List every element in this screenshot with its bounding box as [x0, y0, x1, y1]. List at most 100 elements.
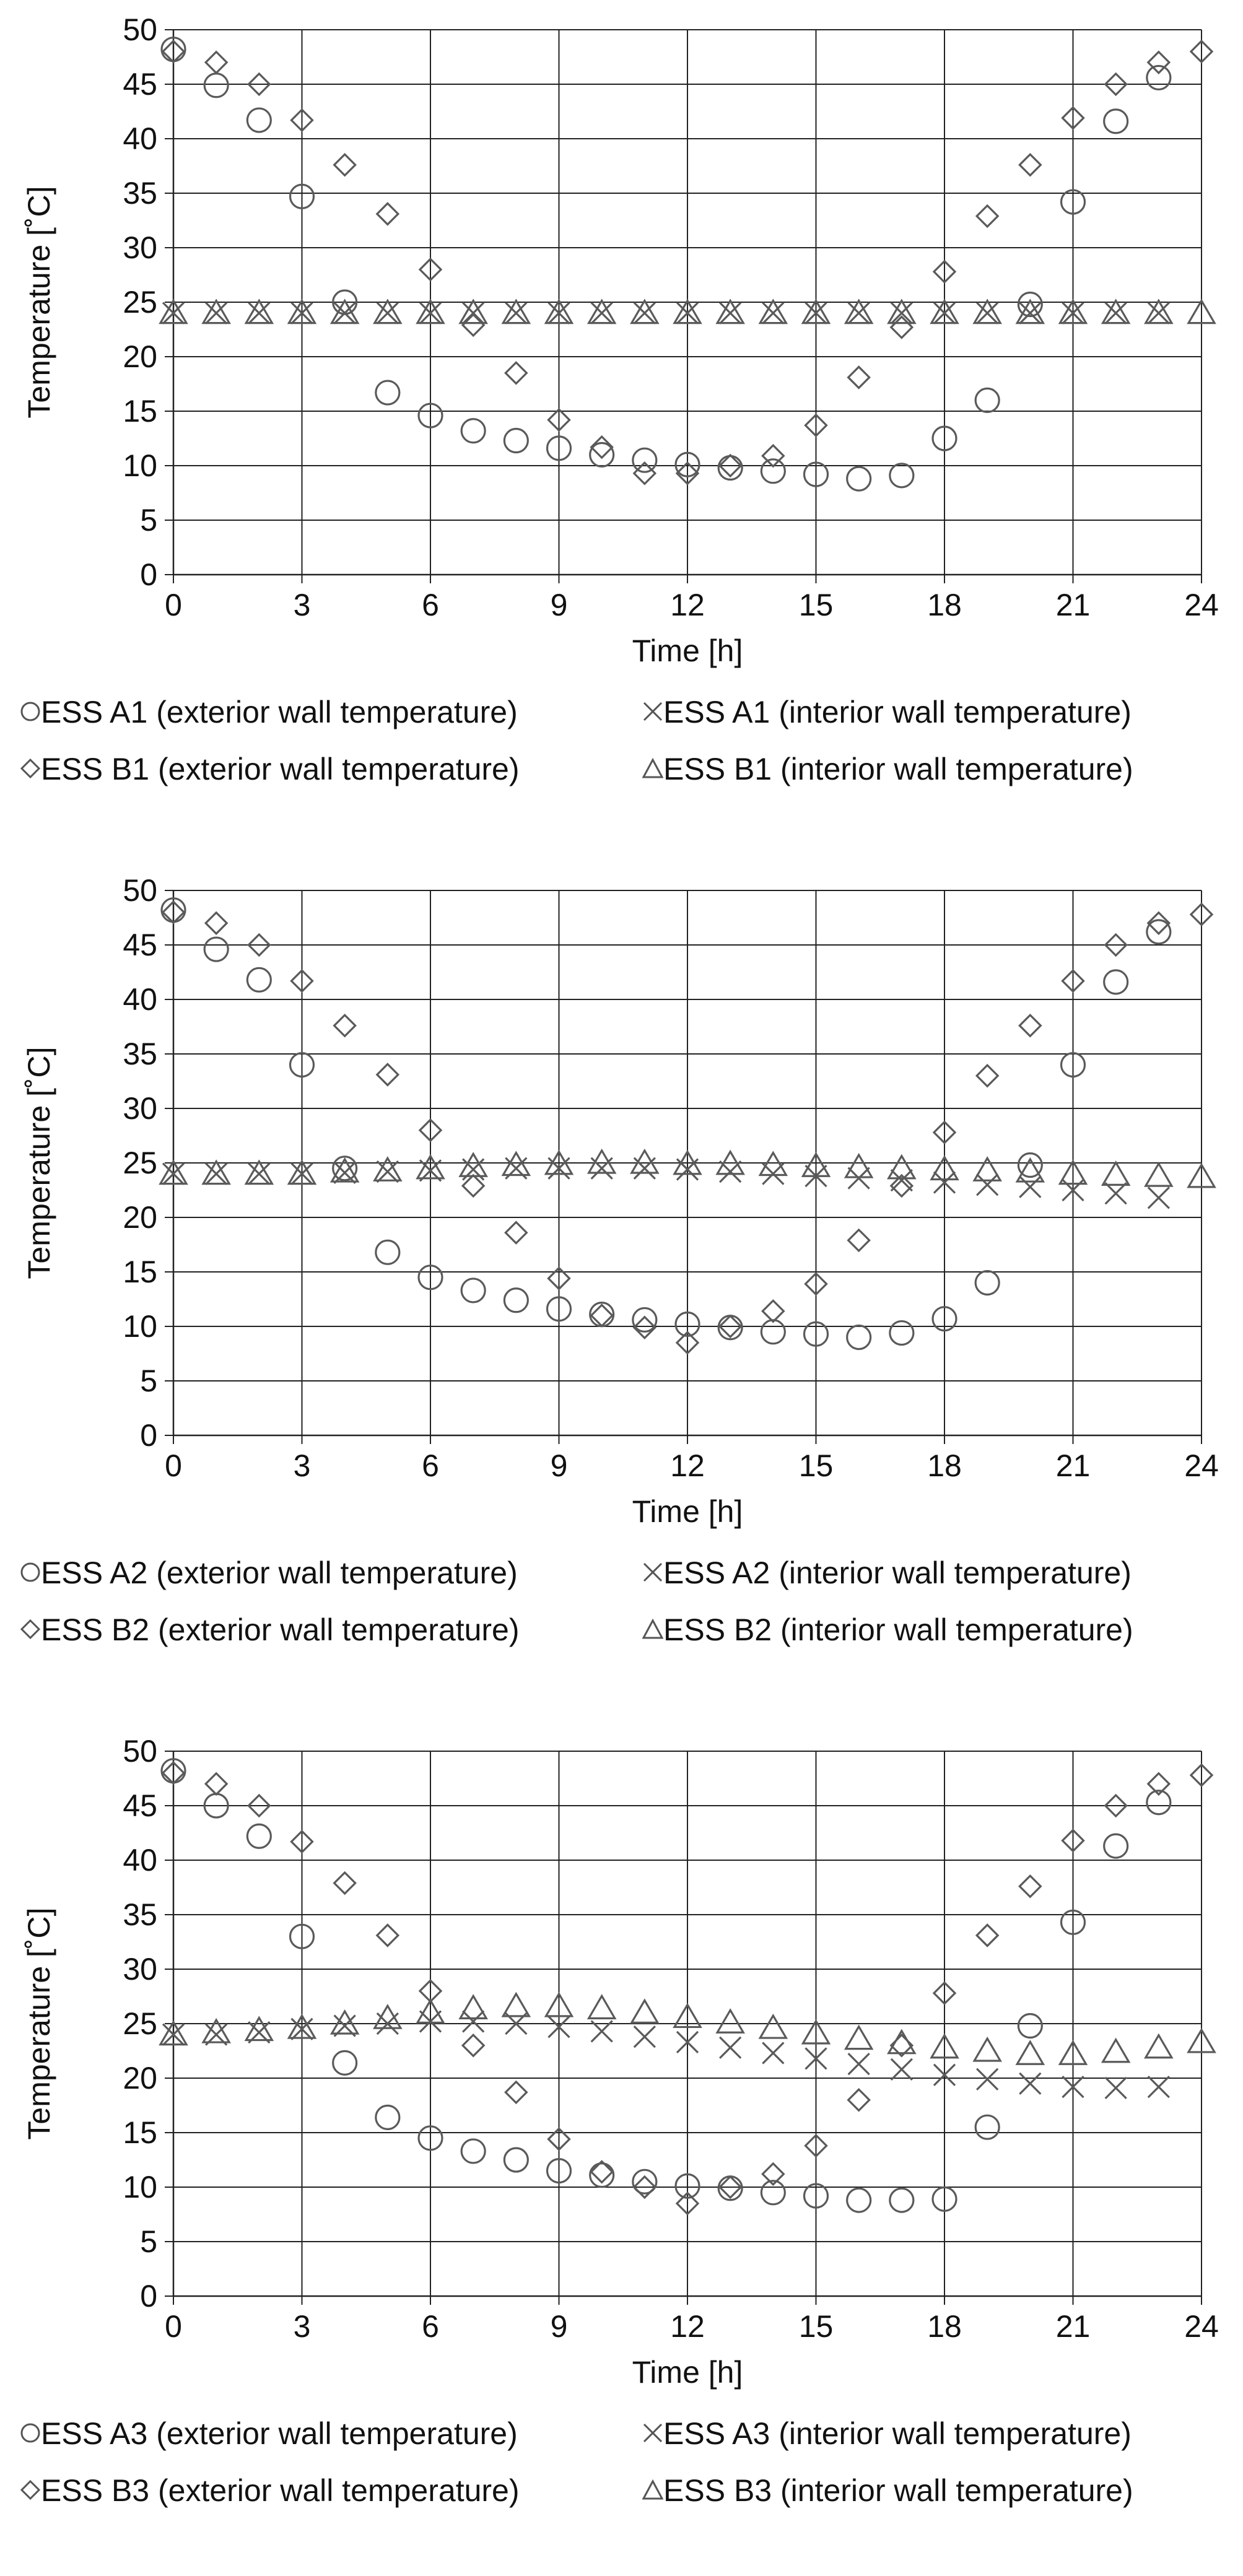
data-point-circle: [846, 2187, 872, 2213]
data-point-triangle: [801, 2019, 831, 2045]
data-point-diamond: [461, 1173, 486, 1198]
data-point-diamond: [161, 1760, 186, 1785]
data-point-circle: [889, 2187, 915, 2213]
legend-item: ESS B3 (interior wall temperature): [641, 2472, 1133, 2509]
data-point-x: [1062, 2075, 1084, 2099]
data-point-circle: [332, 1155, 358, 1181]
data-point-circle: [632, 447, 658, 473]
data-point-triangle: [630, 298, 660, 324]
data-point-diamond: [418, 1118, 443, 1142]
data-point-x: [590, 2020, 613, 2043]
data-point-x: [847, 302, 870, 324]
x-tick-label: 18: [927, 588, 962, 622]
data-point-diamond: [1104, 72, 1128, 97]
data-point-circle: [931, 2186, 957, 2212]
data-point-triangle: [1187, 298, 1216, 324]
data-point-circle: [803, 2183, 829, 2209]
data-point-diamond: [204, 50, 229, 75]
data-point-x: [162, 302, 185, 324]
chart-3-svg: 0 5 10 15 20 25 30 35 40 45 50 0 3 6 9 12 15 18 21 24 Time […: [22, 1734, 1219, 2390]
data-point-x: [719, 2036, 742, 2059]
data-point-triangle: [1187, 1162, 1216, 1188]
data-point-diamond: [590, 1303, 614, 1328]
triangle-marker-icon: [641, 1611, 663, 1648]
y-tick-label: 50: [123, 12, 157, 47]
data-point-diamond: [504, 361, 528, 385]
diamond-marker-icon: [19, 1611, 41, 1648]
data-point-circle: [931, 1306, 957, 1332]
y-tick-label: 45: [123, 1788, 157, 1823]
data-point-triangle: [1058, 2040, 1088, 2065]
data-point-triangle: [544, 298, 574, 324]
data-point-triangle: [1015, 2040, 1045, 2065]
data-point-triangle: [844, 2024, 874, 2050]
y-tick-label: 25: [123, 2006, 157, 2041]
legend-item: ESS A2 (exterior wall temperature): [19, 1554, 518, 1591]
data-point-diamond: [1146, 911, 1171, 936]
data-point-circle: [546, 435, 572, 461]
data-point-diamond: [418, 257, 443, 282]
data-point-diamond: [975, 204, 1000, 228]
y-tick-label: 30: [123, 230, 157, 265]
data-point-triangle: [373, 298, 403, 324]
x-tick-label: 21: [1056, 2309, 1091, 2344]
data-point-circle: [1017, 1152, 1043, 1178]
data-point-x: [1019, 302, 1042, 324]
data-point-x: [890, 2058, 913, 2081]
x-tick-label: 18: [927, 2309, 962, 2344]
data-point-x: [890, 1169, 913, 1192]
data-point-triangle: [416, 1998, 445, 2024]
data-point-diamond: [547, 407, 571, 432]
data-point-diamond: [1018, 152, 1042, 177]
data-point-triangle: [1101, 1160, 1131, 1186]
data-point-triangle: [844, 298, 874, 324]
data-point-triangle: [972, 298, 1002, 324]
data-point-x: [676, 2030, 699, 2054]
data-point-triangle: [887, 2029, 917, 2055]
data-point-triangle: [1058, 1159, 1088, 1185]
legend-item: ESS A3 (exterior wall temperature): [19, 2415, 518, 2452]
data-point-circle: [1060, 189, 1086, 215]
y-tick-label: 5: [140, 1364, 157, 1398]
data-point-x: [1104, 302, 1127, 324]
y-tick-label: 5: [140, 2224, 157, 2259]
data-point-x: [633, 302, 656, 324]
data-point-triangle: [1058, 298, 1088, 324]
data-point-circle: [1017, 291, 1043, 318]
data-point-x: [719, 302, 742, 324]
data-point-x: [290, 2017, 313, 2040]
data-point-diamond: [932, 259, 957, 284]
data-point-triangle: [287, 1159, 317, 1185]
chart-panel-3: 0 5 10 15 20 25 30 35 40 45 50 0 3 6 9 12 15 18 21 24 Time […: [0, 1721, 1243, 2576]
x-tick-label: 12: [670, 588, 705, 622]
data-point-diamond: [847, 2087, 871, 2112]
data-point-triangle: [801, 298, 831, 324]
data-point-x: [762, 1162, 785, 1185]
legend-item: ESS B1 (exterior wall temperature): [19, 751, 520, 788]
data-point-circle: [674, 451, 700, 477]
legend-label: ESS B1 (interior wall temperature): [663, 752, 1133, 786]
data-point-x: [376, 302, 399, 324]
data-point-circle: [332, 2050, 358, 2076]
data-point-triangle: [758, 2013, 788, 2039]
data-point-x: [676, 302, 699, 324]
data-point-x: [762, 2042, 785, 2065]
triangle-marker-icon: [641, 751, 663, 788]
data-point-diamond: [504, 1221, 528, 1245]
data-point-triangle: [201, 2017, 231, 2043]
y-tick-label: 40: [123, 1843, 157, 1878]
data-point-diamond: [1189, 902, 1214, 926]
circle-marker-icon: [19, 1554, 41, 1591]
data-point-triangle: [972, 1156, 1002, 1181]
data-point-diamond: [504, 2080, 528, 2105]
data-point-x: [1104, 2076, 1127, 2099]
data-point-x: [976, 2068, 999, 2091]
x-tick-label: 0: [165, 2309, 182, 2344]
data-point-diamond: [1061, 968, 1085, 993]
data-point-triangle: [587, 298, 617, 324]
legend-item: ESS A2 (interior wall temperature): [641, 1554, 1132, 1591]
x-tick-label: 9: [551, 588, 568, 622]
data-point-circle: [460, 1277, 486, 1303]
y-tick-label: 10: [123, 448, 157, 483]
data-point-circle: [846, 1324, 872, 1351]
